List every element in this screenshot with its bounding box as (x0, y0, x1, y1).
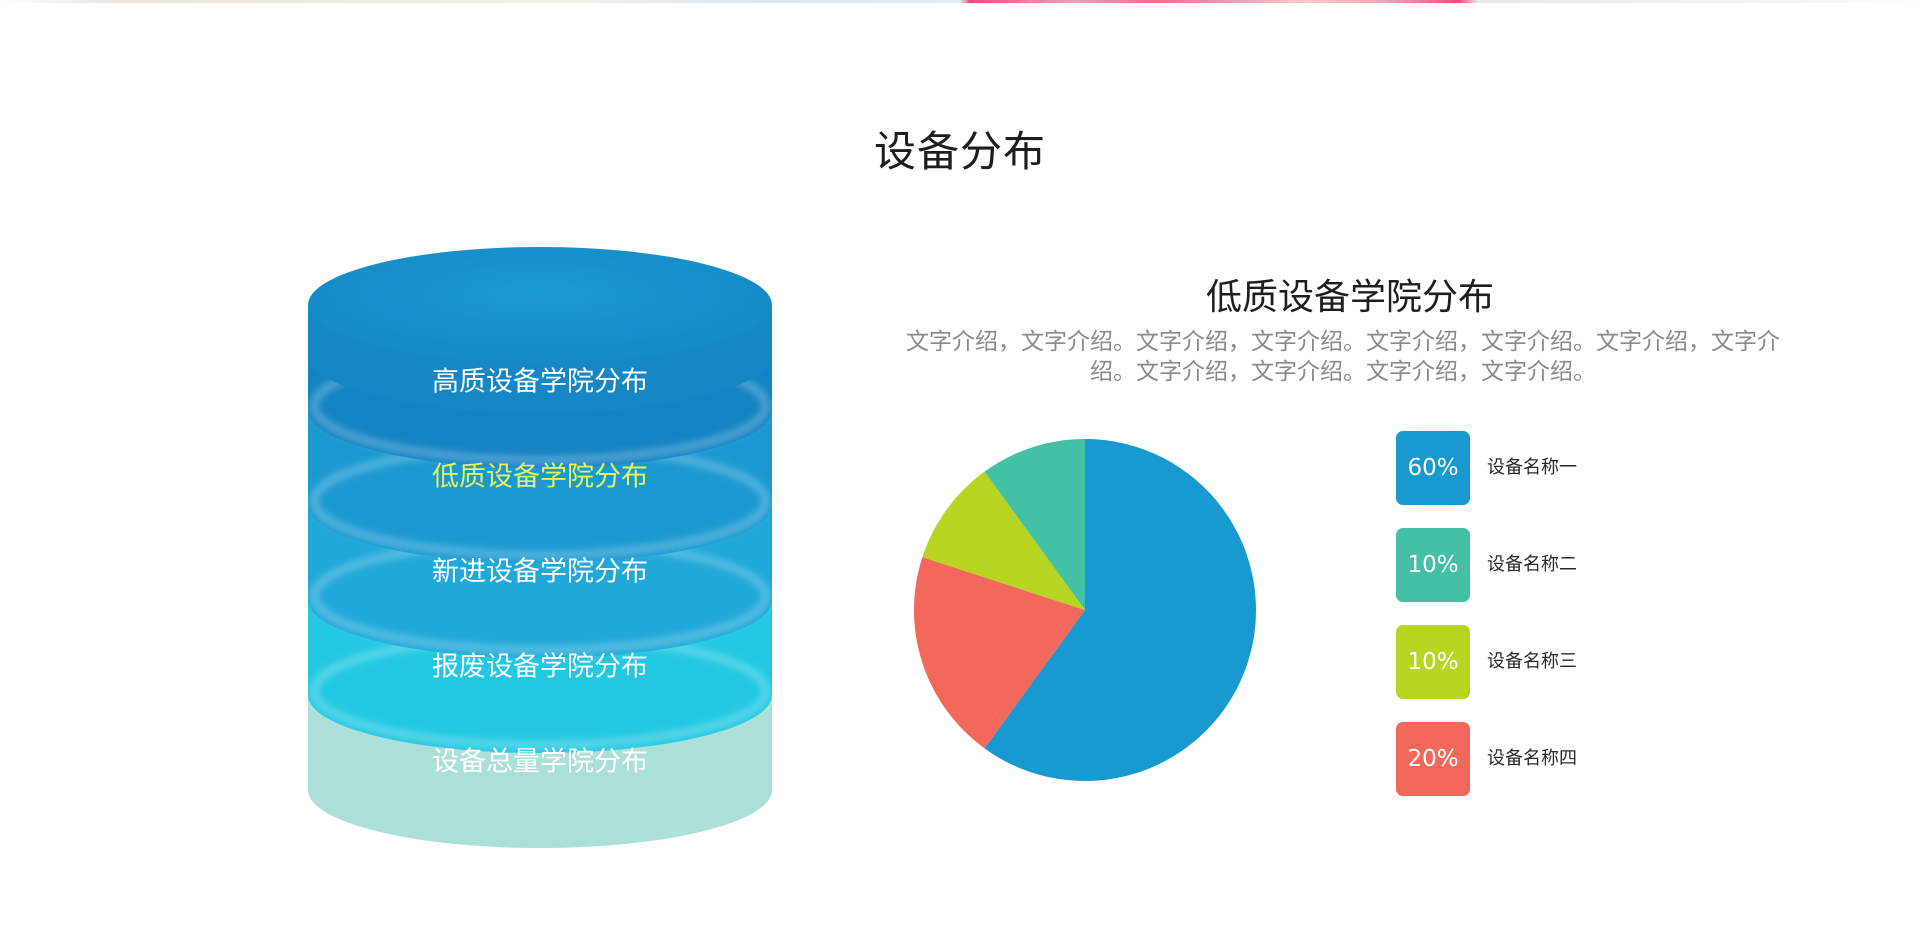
legend-label: 设备名称四 (1487, 748, 1577, 769)
legend-item: 60% 设备名称一 (1396, 431, 1656, 505)
legend-badge: 60% (1396, 431, 1470, 505)
legend-label: 设备名称三 (1487, 651, 1577, 672)
pie-slice[interactable] (984, 439, 1085, 610)
stack-lid-top (308, 247, 772, 363)
stack-layer-label[interactable]: 新进设备学院分布 (432, 557, 648, 588)
top-decorative-strip (0, 0, 1920, 3)
legend-label: 设备名称一 (1487, 457, 1577, 478)
legend-item: 10% 设备名称三 (1396, 625, 1656, 699)
page-title: 设备分布 (873, 127, 1046, 176)
legend-item: 10% 设备名称二 (1396, 528, 1656, 602)
legend-item: 20% 设备名称四 (1396, 722, 1656, 796)
legend-badge: 10% (1396, 528, 1470, 602)
legend-badge: 20% (1396, 722, 1470, 796)
pie-slice[interactable] (922, 471, 1085, 610)
chart-title: 低质设备学院分布 (1205, 277, 1494, 318)
stack-layer-label[interactable]: 报废设备学院分布 (432, 652, 648, 683)
stack-layer-label[interactable]: 低质设备学院分布 (432, 462, 648, 493)
stack-layer-label[interactable]: 设备总量学院分布 (432, 747, 648, 778)
pie-slice[interactable] (914, 557, 1085, 749)
pie-slice[interactable] (984, 439, 1256, 781)
stack-layer-label[interactable]: 高质设备学院分布 (432, 367, 648, 398)
legend-label: 设备名称二 (1487, 554, 1577, 575)
pie-chart (914, 439, 1256, 781)
legend-badge: 10% (1396, 625, 1470, 699)
chart-description: 文字介绍，文字介绍。文字介绍，文字介绍。文字介绍，文字介绍。文字介绍，文字介绍。… (906, 329, 1780, 385)
